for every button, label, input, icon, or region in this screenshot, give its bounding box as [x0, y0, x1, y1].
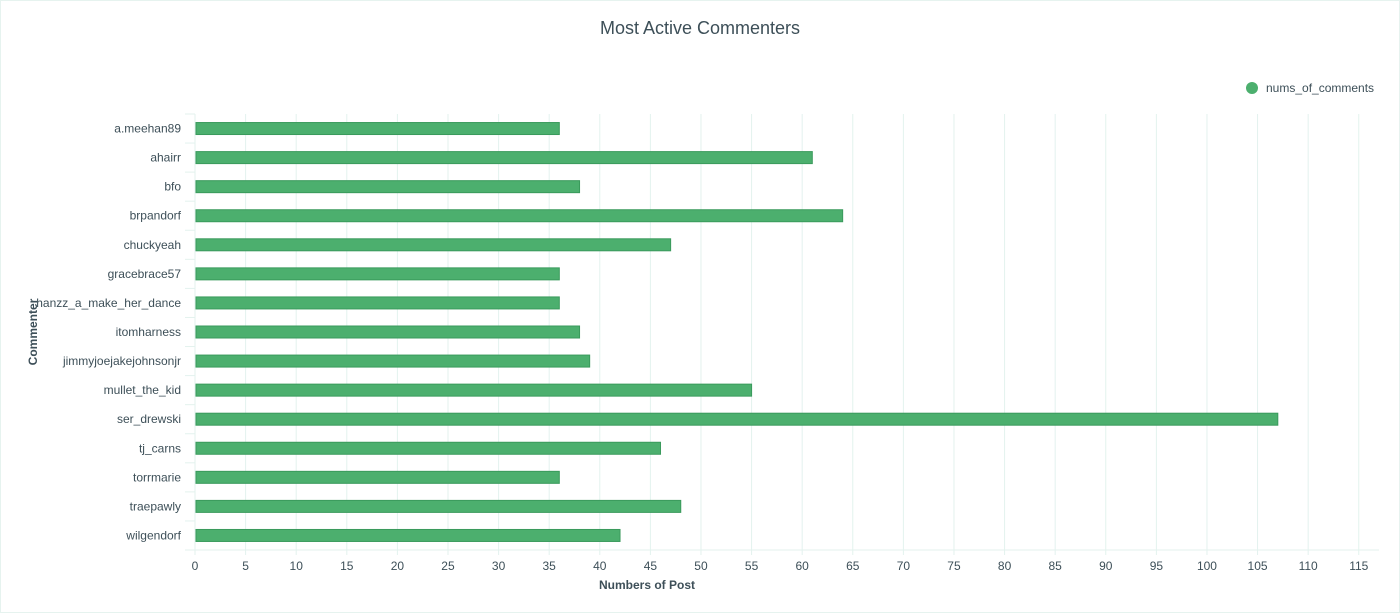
- y-tick-label: a.meehan89: [114, 122, 181, 136]
- x-tick-label: 60: [795, 559, 809, 573]
- bar[interactable]: [195, 209, 844, 223]
- y-tick-label: bfo: [164, 180, 181, 194]
- y-tick-label: wilgendorf: [125, 528, 181, 542]
- y-tick-label: torrmarie: [133, 470, 181, 484]
- bar[interactable]: [195, 267, 560, 281]
- legend[interactable]: nums_of_comments: [1246, 80, 1374, 96]
- y-axis: a.meehan89 ahairr bfo brpandorf chuckyeah gra…: [36, 113, 196, 551]
- x-tick-label: 50: [694, 559, 708, 573]
- y-tick-label: brpandorf: [130, 209, 182, 223]
- y-tick-label: itomharness: [116, 325, 181, 339]
- x-tick-label: 90: [1099, 559, 1113, 573]
- legend-label: nums_of_comments: [1266, 81, 1375, 95]
- bar[interactable]: [195, 441, 662, 455]
- bar[interactable]: [195, 180, 581, 194]
- y-tick-label: traepawly: [130, 499, 181, 513]
- x-axis-title: Numbers of Post: [599, 578, 695, 592]
- bar[interactable]: [195, 151, 813, 165]
- x-tick-label: 100: [1197, 559, 1217, 573]
- x-tick-label: 85: [1048, 559, 1062, 573]
- x-axis: 0 5 10 15 20 25 30 35 40 45 50 55 60 65 70 75 80 85 90 95 10…: [192, 549, 1379, 573]
- chart-title: Most Active Commenters: [599, 18, 801, 38]
- x-tick-label: 75: [947, 559, 961, 573]
- x-tick-label: 95: [1150, 559, 1164, 573]
- x-tick-label: 115: [1349, 559, 1368, 573]
- x-tick-label: 25: [441, 559, 455, 573]
- x-tick-label: 35: [543, 559, 557, 573]
- x-tick-label: 10: [290, 559, 304, 573]
- x-tick-label: 0: [192, 559, 199, 573]
- y-tick-label: hanzz_a_make_her_dance: [36, 296, 181, 310]
- x-tick-label: 20: [391, 559, 405, 573]
- legend-swatch: [1246, 82, 1258, 94]
- y-tick-label: ser_drewski: [117, 412, 181, 426]
- x-tick-label: 110: [1299, 559, 1318, 573]
- x-tick-label: 15: [340, 559, 354, 573]
- x-tick-label: 40: [593, 559, 607, 573]
- bars: [195, 122, 1279, 542]
- x-tick-label: 80: [998, 559, 1012, 573]
- x-tick-label: 65: [846, 559, 860, 573]
- bar[interactable]: [195, 354, 591, 368]
- bar[interactable]: [195, 296, 560, 310]
- y-tick-label: chuckyeah: [124, 238, 181, 252]
- bar[interactable]: [195, 499, 682, 513]
- bar[interactable]: [195, 412, 1279, 426]
- x-tick-label: 45: [644, 559, 658, 573]
- y-tick-label: tj_carns: [139, 441, 181, 455]
- bar[interactable]: [195, 383, 753, 397]
- y-axis-title: Commenter: [26, 298, 40, 365]
- x-tick-label: 55: [745, 559, 759, 573]
- bar[interactable]: [195, 528, 621, 542]
- y-tick-label: jimmyjoejakejohnsonjr: [62, 354, 181, 368]
- x-tick-label: 30: [492, 559, 506, 573]
- x-tick-label: 105: [1248, 559, 1268, 573]
- x-tick-label: 70: [897, 559, 911, 573]
- bar[interactable]: [195, 470, 560, 484]
- bar[interactable]: [195, 238, 672, 252]
- y-tick-label: gracebrace57: [108, 267, 182, 281]
- x-tick-label: 5: [242, 559, 249, 573]
- y-tick-label: ahairr: [150, 151, 181, 165]
- bar[interactable]: [195, 122, 560, 136]
- y-tick-label: mullet_the_kid: [104, 383, 181, 397]
- bar[interactable]: [195, 325, 581, 339]
